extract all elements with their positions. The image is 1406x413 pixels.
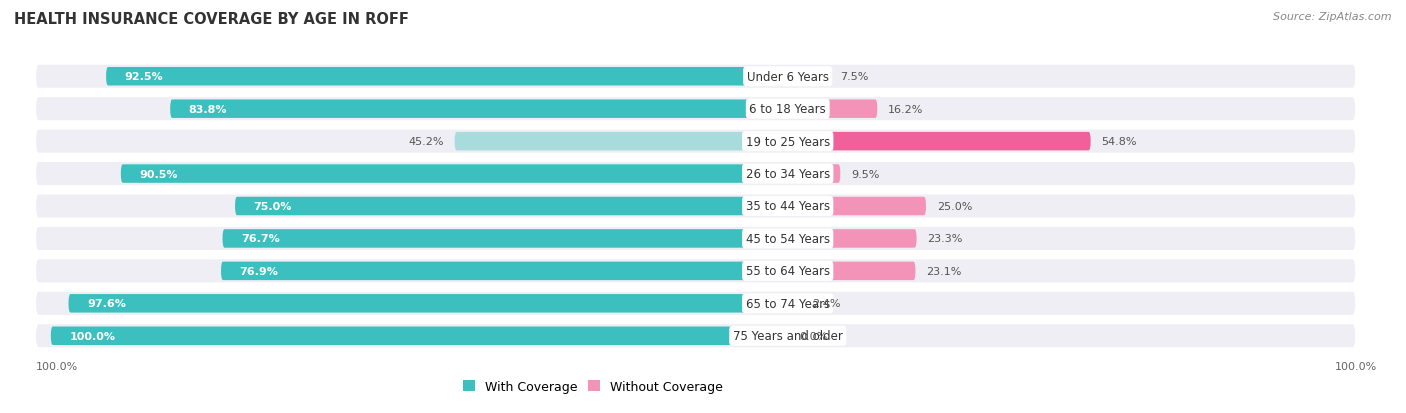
Text: 6 to 18 Years: 6 to 18 Years	[749, 103, 827, 116]
Text: 45.2%: 45.2%	[408, 137, 444, 147]
Text: 9.5%: 9.5%	[851, 169, 880, 179]
Text: 90.5%: 90.5%	[139, 169, 177, 179]
Text: 19 to 25 Years: 19 to 25 Years	[745, 135, 830, 148]
FancyBboxPatch shape	[37, 292, 1355, 315]
FancyBboxPatch shape	[69, 294, 787, 313]
FancyBboxPatch shape	[787, 262, 915, 280]
FancyBboxPatch shape	[37, 130, 1355, 153]
Text: 55 to 64 Years: 55 to 64 Years	[745, 265, 830, 278]
Text: 2.4%: 2.4%	[813, 299, 841, 309]
FancyBboxPatch shape	[37, 195, 1355, 218]
FancyBboxPatch shape	[787, 197, 927, 216]
Text: 76.9%: 76.9%	[239, 266, 278, 276]
FancyBboxPatch shape	[37, 228, 1355, 250]
Text: 83.8%: 83.8%	[188, 104, 228, 114]
Text: 92.5%: 92.5%	[125, 72, 163, 82]
FancyBboxPatch shape	[221, 262, 787, 280]
Text: 100.0%: 100.0%	[1334, 361, 1378, 371]
Text: Under 6 Years: Under 6 Years	[747, 71, 828, 83]
Text: 7.5%: 7.5%	[841, 72, 869, 82]
Text: 35 to 44 Years: 35 to 44 Years	[745, 200, 830, 213]
FancyBboxPatch shape	[51, 327, 787, 345]
Text: Source: ZipAtlas.com: Source: ZipAtlas.com	[1274, 12, 1392, 22]
FancyBboxPatch shape	[787, 165, 841, 183]
Text: HEALTH INSURANCE COVERAGE BY AGE IN ROFF: HEALTH INSURANCE COVERAGE BY AGE IN ROFF	[14, 12, 409, 27]
FancyBboxPatch shape	[37, 66, 1355, 88]
FancyBboxPatch shape	[235, 197, 787, 216]
Text: 97.6%: 97.6%	[87, 299, 127, 309]
Text: 16.2%: 16.2%	[889, 104, 924, 114]
FancyBboxPatch shape	[37, 325, 1355, 347]
FancyBboxPatch shape	[170, 100, 787, 119]
FancyBboxPatch shape	[787, 294, 801, 313]
Text: 25.0%: 25.0%	[936, 202, 973, 211]
Text: 65 to 74 Years: 65 to 74 Years	[745, 297, 830, 310]
FancyBboxPatch shape	[37, 260, 1355, 283]
FancyBboxPatch shape	[37, 163, 1355, 185]
FancyBboxPatch shape	[787, 133, 1091, 151]
Text: 100.0%: 100.0%	[37, 361, 79, 371]
Text: 54.8%: 54.8%	[1102, 137, 1137, 147]
Text: 75 Years and older: 75 Years and older	[733, 330, 842, 342]
Text: 23.3%: 23.3%	[928, 234, 963, 244]
FancyBboxPatch shape	[121, 165, 787, 183]
FancyBboxPatch shape	[787, 230, 917, 248]
Text: 0.0%: 0.0%	[799, 331, 827, 341]
Text: 26 to 34 Years: 26 to 34 Years	[745, 168, 830, 180]
FancyBboxPatch shape	[454, 133, 787, 151]
FancyBboxPatch shape	[105, 68, 787, 86]
FancyBboxPatch shape	[787, 68, 830, 86]
FancyBboxPatch shape	[37, 98, 1355, 121]
Legend: With Coverage, Without Coverage: With Coverage, Without Coverage	[457, 375, 728, 398]
FancyBboxPatch shape	[787, 100, 877, 119]
FancyBboxPatch shape	[222, 230, 787, 248]
Text: 76.7%: 76.7%	[240, 234, 280, 244]
Text: 100.0%: 100.0%	[69, 331, 115, 341]
Text: 23.1%: 23.1%	[927, 266, 962, 276]
Text: 45 to 54 Years: 45 to 54 Years	[745, 233, 830, 245]
Text: 75.0%: 75.0%	[253, 202, 292, 211]
